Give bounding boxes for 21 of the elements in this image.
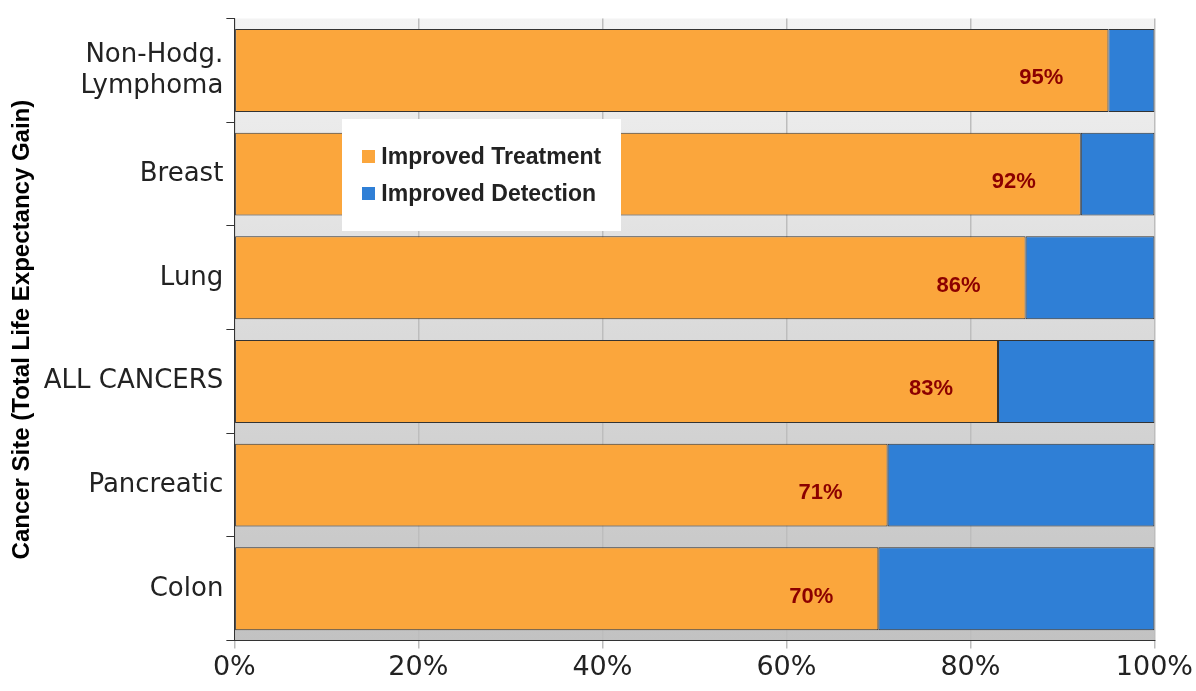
y-tick-label: Colon (149, 571, 224, 602)
x-tick-label: 60% (756, 649, 817, 681)
y-tick-label: Lung (159, 260, 224, 291)
y-tick-label: Non-Hodg. Lymphoma (80, 37, 224, 99)
data-label: 70% (789, 582, 834, 608)
data-label: 86% (936, 271, 981, 297)
y-tick-label: Pancreatic (88, 467, 224, 498)
y-tick-label: ALL CANCERS (43, 364, 224, 395)
data-label: 83% (908, 375, 953, 401)
x-tick-label: 20% (388, 649, 449, 681)
y-tick-label: Breast (139, 156, 224, 187)
data-label: 92% (991, 168, 1036, 194)
x-tick-label: 100% (1115, 649, 1194, 681)
y-axis-title: Cancer Site (Total Life Expectancy Gain) (7, 99, 35, 560)
x-tick-label: 40% (572, 649, 633, 681)
x-tick-label: 0% (212, 649, 256, 681)
x-tick-label: 80% (940, 649, 1001, 681)
legend-label: Improved Treatment (381, 142, 602, 170)
data-label: 95% (1019, 64, 1064, 90)
data-label: 71% (798, 479, 843, 505)
legend-label: Improved Detection (381, 179, 597, 207)
